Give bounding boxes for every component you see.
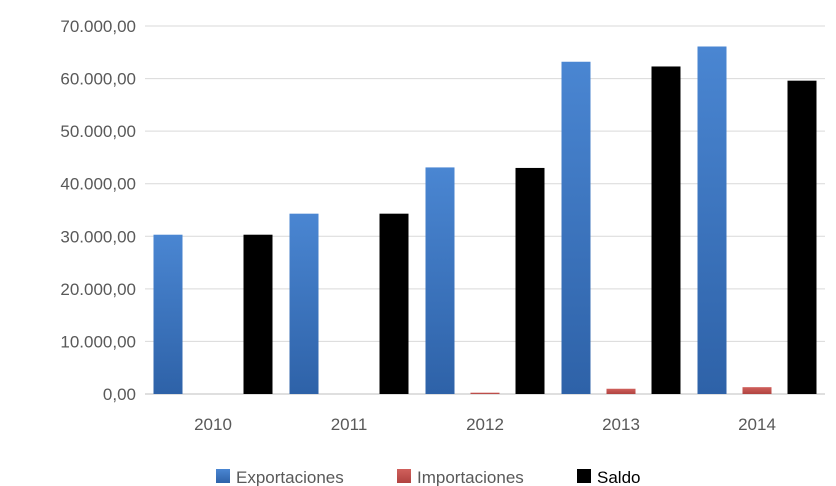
legend-swatch-exportaciones: [216, 469, 230, 483]
bar-exportaciones: [289, 213, 319, 394]
x-axis-ticks: 2010 2011 2012 2013 2014: [194, 415, 776, 434]
y-tick-label: 0,00: [103, 385, 136, 404]
legend-label-exportaciones: Exportaciones: [236, 468, 344, 486]
bar-importaciones: [742, 387, 772, 394]
legend-label-saldo: Saldo: [597, 468, 640, 486]
bar-exportaciones: [425, 167, 455, 394]
y-tick-label: 10.000,00: [60, 332, 136, 351]
bar-saldo: [787, 80, 817, 394]
x-tick-label: 2012: [466, 415, 504, 434]
legend: Exportaciones Importaciones Saldo: [216, 468, 640, 486]
y-tick-label: 50.000,00: [60, 122, 136, 141]
bar-exportaciones: [153, 234, 183, 394]
x-tick-label: 2011: [331, 415, 368, 434]
x-tick-label: 2014: [738, 415, 776, 434]
x-tick-label: 2010: [194, 415, 232, 434]
legend-swatch-saldo: [577, 469, 591, 483]
bars: [153, 46, 817, 395]
y-tick-label: 30.000,00: [60, 227, 136, 246]
bar-exportaciones: [697, 46, 727, 394]
bar-saldo: [243, 234, 273, 394]
bar-saldo: [651, 66, 681, 394]
legend-label-importaciones: Importaciones: [417, 468, 524, 486]
bar-exportaciones: [561, 61, 591, 395]
y-tick-label: 70.000,00: [60, 17, 136, 36]
legend-swatch-importaciones: [397, 469, 411, 483]
x-tick-label: 2013: [602, 415, 640, 434]
y-tick-label: 60.000,00: [60, 70, 136, 89]
bar-importaciones: [470, 392, 500, 394]
y-tick-label: 40.000,00: [60, 175, 136, 194]
bar-importaciones: [606, 388, 636, 394]
bar-saldo: [379, 213, 409, 394]
bar-saldo: [515, 167, 545, 394]
y-tick-label: 20.000,00: [60, 280, 136, 299]
y-axis-ticks: 0,00 10.000,00 20.000,00 30.000,00 40.000,00…: [60, 17, 136, 404]
